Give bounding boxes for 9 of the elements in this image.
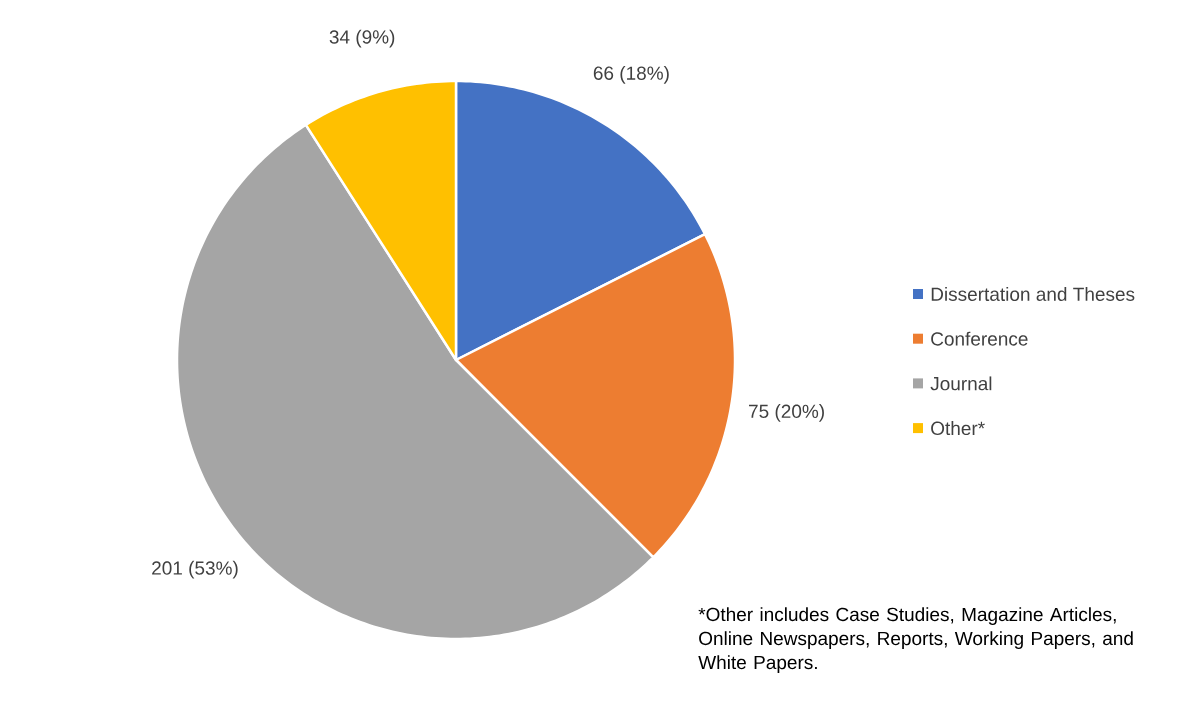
legend-label: Other* bbox=[931, 421, 985, 436]
legend-label: Journal bbox=[930, 376, 992, 391]
data-label: 75 (20%) bbox=[749, 404, 824, 422]
data-label: 201 (53%) bbox=[152, 560, 238, 579]
legend-label: Conference bbox=[931, 331, 1028, 346]
data-label: 66 (18%) bbox=[593, 65, 669, 84]
legend-label: Dissertation and Theses bbox=[931, 287, 1135, 301]
text: *Other includes Case Studies, Magazine Articles, Online Newspapers, Reports, Working Papers, and White Papers. bbox=[698, 607, 1133, 673]
data-label: 34 (9%) bbox=[329, 29, 395, 48]
